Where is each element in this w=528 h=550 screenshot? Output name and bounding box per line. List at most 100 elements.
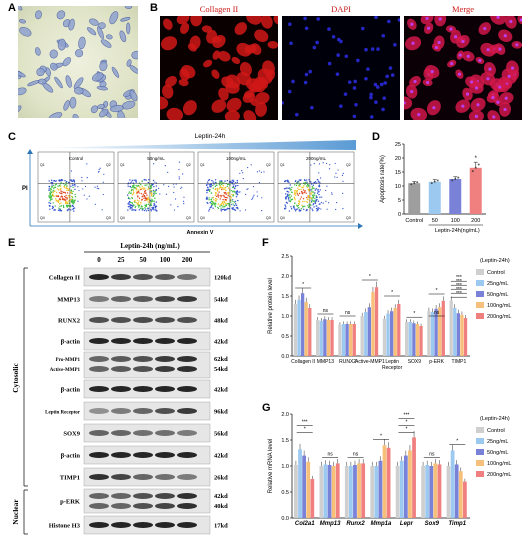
data-point	[451, 179, 454, 182]
flow-event	[227, 193, 230, 195]
flow-event	[232, 200, 234, 203]
flow-event	[141, 207, 143, 210]
flow-event	[210, 183, 212, 186]
collagen-stained-cell	[255, 102, 267, 117]
dose-label: 25	[118, 256, 126, 264]
flow-event	[291, 186, 293, 189]
y-tick-label: 1.0	[281, 464, 289, 470]
protein-band	[177, 522, 197, 528]
collagen-stained-cell	[249, 81, 263, 93]
dapi-nucleus	[385, 74, 389, 79]
flow-event	[144, 192, 146, 195]
flow-event	[247, 188, 249, 190]
flow-event	[287, 180, 289, 182]
flow-event	[310, 204, 312, 206]
dapi-nucleus	[383, 81, 388, 85]
flow-event	[147, 187, 150, 190]
flow-event	[294, 208, 296, 210]
flow-event	[241, 170, 243, 172]
flow-event	[296, 190, 298, 192]
flow-event	[54, 205, 56, 207]
chondrocyte-cell	[126, 59, 132, 67]
chondrocyte-cell	[56, 10, 66, 20]
flow-event	[175, 183, 177, 185]
data-point	[436, 179, 439, 182]
dapi-nucleus	[344, 54, 349, 59]
y-tick-label: 1.5	[281, 438, 289, 444]
protein-band	[177, 274, 197, 280]
chondrocyte-cell	[18, 87, 27, 96]
flow-event	[205, 184, 208, 187]
panel-label-f: F	[262, 237, 269, 249]
flow-event	[64, 198, 66, 201]
flow-event	[55, 180, 57, 182]
x-tick-label: RUNX2	[339, 359, 356, 365]
flow-event	[220, 196, 222, 198]
flow-event	[214, 194, 216, 197]
flow-event	[312, 209, 314, 212]
protein-band	[89, 296, 109, 302]
flow-event	[235, 191, 237, 193]
chondrocyte-cell	[120, 16, 131, 22]
legend-label: 25ng/mL	[487, 439, 508, 445]
dapi-nucleus	[291, 79, 295, 84]
flow-event	[52, 202, 54, 204]
flow-event	[145, 210, 148, 212]
flow-event	[140, 192, 143, 195]
flow-event	[247, 166, 249, 169]
flow-event	[285, 195, 287, 198]
flow-event	[131, 196, 133, 199]
merged-nucleus	[496, 100, 500, 104]
flow-event	[284, 193, 287, 195]
flow-event	[70, 198, 73, 200]
flow-event	[242, 172, 244, 174]
merged-nucleus	[503, 34, 507, 38]
dapi-nucleus	[376, 47, 380, 51]
collagen-stained-cell	[273, 16, 278, 25]
flow-event	[335, 172, 337, 174]
flow-event	[220, 186, 223, 189]
chondrocyte-cell	[48, 112, 63, 118]
flow-event	[220, 209, 222, 211]
y-tick-label: 0.5	[281, 334, 289, 340]
y-tick-label: 0.0	[281, 354, 289, 360]
bar	[330, 320, 334, 356]
flow-event	[213, 204, 216, 206]
western-blot-panel: Leptin-24h (ng/mL) 0 25 50 100 200 Collagen II…	[11, 242, 231, 535]
dapi-nucleus	[289, 41, 293, 46]
flow-event	[219, 198, 221, 200]
quadrant-label: Q3	[106, 216, 111, 220]
flow-event	[306, 201, 308, 203]
flow-event	[209, 189, 211, 191]
protein-band	[89, 474, 109, 480]
flow-event	[223, 206, 225, 208]
flow-event	[127, 185, 129, 187]
flow-event	[221, 188, 223, 191]
quadrant-label: Q1	[200, 163, 205, 167]
flow-event	[288, 181, 290, 184]
flow-event	[50, 188, 52, 190]
bar	[427, 311, 431, 356]
blot-row-label: β-actin	[61, 453, 81, 460]
dapi-nucleus	[339, 104, 343, 108]
flow-event	[222, 198, 224, 201]
flow-event	[327, 202, 330, 204]
flow-event	[153, 194, 155, 197]
flow-event	[66, 206, 69, 208]
protein-band	[89, 338, 109, 344]
merged-nucleus	[450, 61, 454, 66]
flow-event	[216, 198, 218, 200]
protein-band	[89, 493, 109, 499]
flow-event	[151, 193, 153, 196]
molecular-weight: 54kd	[214, 297, 228, 304]
flow-event	[144, 184, 146, 186]
flow-event	[74, 185, 76, 187]
flow-event	[301, 206, 304, 208]
flow-event	[287, 195, 289, 198]
x-tick-label: SOX9	[408, 359, 422, 365]
significance-mark: ns	[429, 452, 435, 458]
flow-event	[295, 184, 298, 187]
protein-band	[133, 430, 153, 436]
protein-band	[133, 386, 153, 392]
dapi-nuclei	[282, 16, 400, 119]
